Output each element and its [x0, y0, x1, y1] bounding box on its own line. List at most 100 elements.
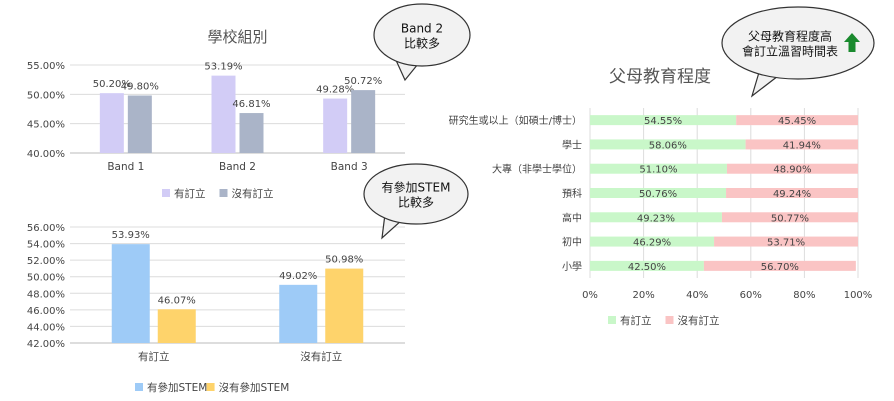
- bar-segment: [590, 115, 737, 126]
- y-tick-label: 50.00%: [27, 90, 65, 101]
- y-category-label: 大專（非學士學位）: [492, 163, 582, 176]
- x-tick-label: Band 2: [219, 161, 256, 173]
- y-category-label: 初中: [562, 236, 582, 249]
- data-label: 45.45%: [778, 116, 816, 127]
- bar-segment: [714, 236, 858, 247]
- legend-swatch: [206, 383, 215, 391]
- data-label: 50.98%: [325, 255, 363, 266]
- y-category-label: 學士: [562, 138, 582, 151]
- data-label: 53.71%: [767, 238, 805, 249]
- chart-title: 學校組別: [207, 28, 267, 46]
- bar-segment: [590, 163, 727, 174]
- legend-label: 有訂立: [174, 187, 206, 200]
- data-label: 49.24%: [773, 189, 811, 200]
- bar: [99, 93, 124, 153]
- callout-fill: [365, 165, 467, 223]
- bar: [111, 244, 150, 343]
- x-tick-label: 40%: [686, 290, 708, 301]
- data-label: 46.07%: [158, 295, 196, 306]
- data-label: 53.93%: [112, 230, 150, 241]
- data-label: 49.28%: [316, 85, 354, 96]
- callout-text: 比較多: [398, 195, 434, 210]
- y-tick-label: 55.00%: [27, 61, 65, 72]
- stacked-bar-chart: 0% 20% 40% 60% 80% 100% 研究生或以上（如碩士/博士） 54.55% 45…: [449, 67, 873, 327]
- data-label: 49.02%: [279, 271, 317, 282]
- data-label: 54.55%: [644, 116, 682, 127]
- y-tick-label: 40.00%: [27, 149, 65, 160]
- bar: [239, 113, 264, 153]
- bar-segment: [590, 236, 715, 247]
- data-label: 41.94%: [783, 140, 821, 151]
- data-label: 51.10%: [639, 165, 677, 176]
- data-label: 58.06%: [649, 140, 687, 151]
- bar-chart-2: 42.00% 44.00% 46.00% 48.00% 50.00% 52.00% 54.0…: [27, 223, 405, 394]
- y-category-label: 預科: [562, 187, 582, 200]
- bar-segment: [726, 163, 858, 174]
- callout-fill: [723, 8, 873, 78]
- y-tick-label: 52.00%: [27, 256, 65, 267]
- data-label: 53.19%: [204, 62, 242, 73]
- x-tick-label: 0%: [582, 290, 598, 301]
- x-tick-label: 20%: [632, 290, 654, 301]
- x-tick-label: 60%: [740, 290, 762, 301]
- callout-fill: [375, 5, 469, 65]
- data-label: 49.23%: [637, 213, 675, 224]
- x-tick-label: 有訂立: [138, 350, 170, 363]
- data-label: 46.29%: [633, 238, 671, 249]
- x-tick-label: Band 3: [331, 161, 368, 173]
- bar-segment: [590, 260, 704, 271]
- bar-segment: [703, 260, 856, 271]
- callout-text: 有參加STEM: [382, 180, 451, 195]
- y-tick-label: 45.00%: [27, 120, 65, 131]
- x-tick-label: Band 1: [107, 161, 144, 173]
- bar-segment: [721, 212, 858, 223]
- bar-segment: [590, 212, 722, 223]
- legend-swatch: [219, 189, 228, 197]
- y-tick-label: 48.00%: [27, 289, 65, 300]
- callout-text: Band 2: [401, 22, 443, 36]
- legend-label: 沒有訂立: [678, 314, 720, 327]
- x-tick-label: 100%: [844, 290, 873, 301]
- data-label: 50.76%: [639, 189, 677, 200]
- legend-label: 沒有訂立: [232, 187, 274, 200]
- callout-text: 會訂立溫習時間表: [742, 44, 838, 59]
- data-label: 56.70%: [761, 262, 799, 273]
- bar: [279, 284, 318, 343]
- legend-swatch: [608, 316, 616, 324]
- y-tick-label: 54.00%: [27, 240, 65, 251]
- bar: [351, 90, 376, 153]
- x-tick-label: 80%: [793, 290, 815, 301]
- y-tick-label: 42.00%: [27, 339, 65, 350]
- x-tick-label: 沒有訂立: [300, 350, 342, 363]
- bar-chart-1: 40.00% 45.00% 50.00% 55.00% 50.20%49.80% Band…: [27, 28, 405, 200]
- data-label: 42.50%: [628, 262, 666, 273]
- y-tick-label: 56.00%: [27, 223, 65, 234]
- bar-segment: [590, 188, 727, 198]
- bar: [323, 98, 348, 153]
- y-tick-label: 46.00%: [27, 306, 65, 317]
- callout-text: 比較多: [404, 36, 440, 51]
- y-category-label: 研究生或以上（如碩士/博士）: [449, 114, 582, 127]
- bar-segment: [736, 115, 858, 126]
- data-label: 48.90%: [773, 165, 811, 176]
- y-tick-label: 44.00%: [27, 322, 65, 333]
- bar: [157, 309, 196, 343]
- bar-segment: [726, 188, 858, 198]
- y-category-label: 高中: [562, 211, 582, 224]
- data-label: 49.80%: [121, 82, 159, 93]
- data-label: 50.77%: [771, 213, 809, 224]
- legend-swatch: [162, 189, 170, 197]
- y-category-label: 小學: [562, 260, 582, 273]
- legend-swatch: [135, 383, 143, 391]
- data-label: 46.81%: [232, 99, 270, 110]
- bar: [325, 268, 364, 343]
- bar-segment: [745, 139, 858, 150]
- chart-title: 父母教育程度: [609, 67, 711, 87]
- legend-label: 有訂立: [620, 314, 652, 327]
- legend-swatch: [665, 316, 674, 324]
- data-label: 50.72%: [344, 76, 382, 87]
